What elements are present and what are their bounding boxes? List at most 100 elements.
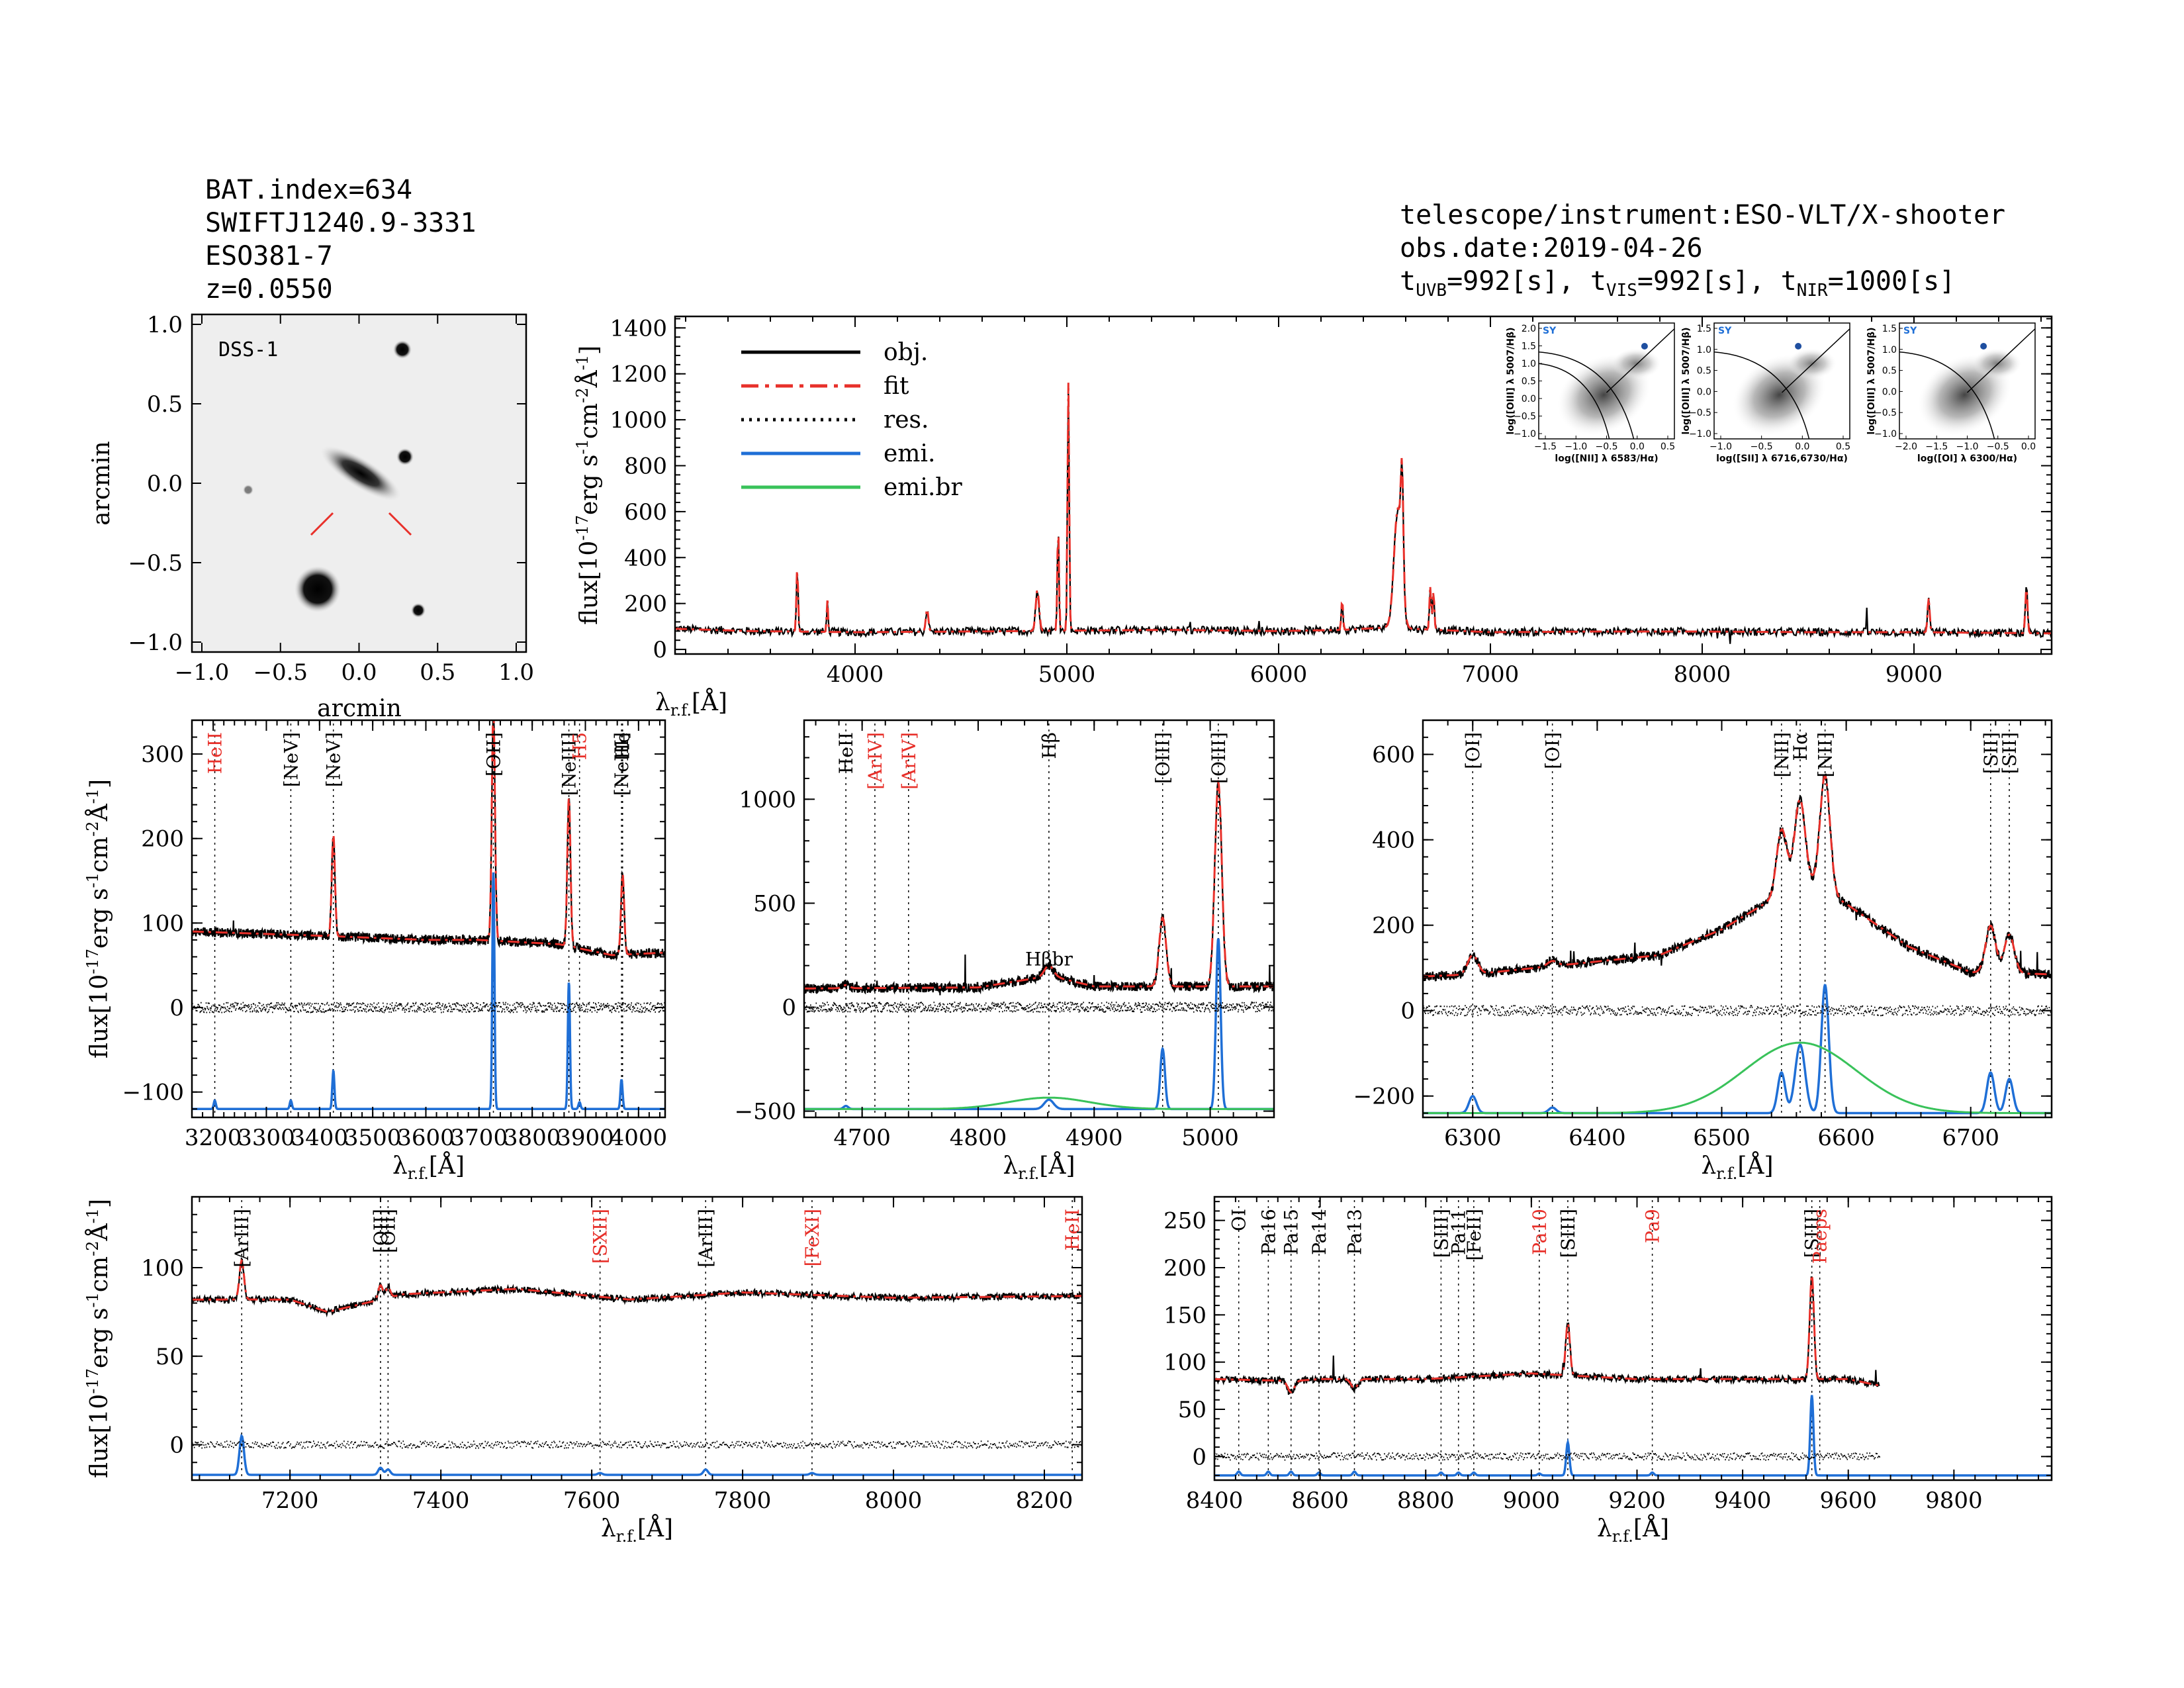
red2-marker-label: Paeps: [1809, 1209, 1831, 1264]
red1-fit-series: [192, 1258, 1082, 1313]
red1-marker-label: [OII]: [377, 1209, 399, 1253]
red2-ytick-label: 100: [1163, 1350, 1206, 1376]
dss-axis: −1.0 −0.5 0.0 0.5 1.0 1.0 0.5 0.0 −0.5 −1.0: [128, 312, 534, 686]
red2-ytick-label: 50: [1178, 1397, 1206, 1423]
uv-xlabel: λr.f.[Å]: [392, 1152, 465, 1183]
bpt-ytick-label: −0.5: [1874, 408, 1897, 418]
ha-marker-label: [SII]: [1999, 732, 2021, 774]
ha-marker-label: [SII]: [1980, 732, 2002, 774]
ha-broad-emission-series: [1423, 1041, 2052, 1114]
hb-broad-annotation: Hβbr: [1025, 949, 1073, 970]
bpt-ytick-label: −1.0: [1874, 429, 1897, 440]
red2-xtick-label: 8600: [1291, 1487, 1349, 1514]
uv-ylabel: flux[10-17erg s-1cm-2Å-1]: [83, 779, 113, 1058]
red2-marker-label: Pa9: [1642, 1209, 1664, 1243]
dss-ylabel: arcmin: [88, 441, 115, 526]
ha-ytick-label: 0: [1400, 998, 1415, 1025]
red2-xtick-label: 9800: [1925, 1487, 1983, 1514]
uv-xtick-label: 3200: [185, 1125, 242, 1151]
red2-marker-label: [SIII]: [1430, 1209, 1452, 1258]
legend-res-label: res.: [884, 406, 929, 434]
red2-ytick-label: 0: [1192, 1444, 1206, 1470]
bpt-xtick-label: −2.0: [1895, 442, 1917, 452]
bpt-ytick-label: −1.0: [1689, 429, 1711, 440]
ha-xtick-label: 6300: [1444, 1125, 1502, 1151]
bpt-xlabel: log([NII] λ 6583/Hα): [1555, 453, 1658, 464]
halpha-zoom-panel: [OI] [OI] [NII]Hα [NII] [SII][SII] 6300 6400 65…: [1353, 719, 2053, 1183]
red1-marker-label: [OII]: [370, 1209, 392, 1253]
bpt-xtick-label: 0.0: [1630, 442, 1645, 452]
bright-star: [295, 566, 341, 612]
dss-ytick-label: 1.0: [147, 312, 183, 338]
red2-fit-series: [1214, 1275, 1880, 1393]
swift-id: SWIFTJ1240.9-3331: [205, 208, 477, 238]
bpt-target-point: [1980, 343, 1987, 350]
uv-zoom-panel: HeII [NeV] [NeV] [OII] [NeIII]H5 [NeIII]He320…: [83, 719, 667, 1183]
ha-ytick-label: 400: [1372, 827, 1415, 854]
hb-fit-series: [804, 779, 1274, 990]
red2-marker-label: Pa14: [1308, 1209, 1330, 1255]
bpt-seyfert-liner-line: [1606, 328, 1675, 393]
ha-fit-series: [1423, 774, 2052, 978]
bpt-xtick-label: −1.0: [1565, 442, 1587, 452]
hb-xtick-label: 4800: [950, 1125, 1007, 1151]
bpt-target-point: [1795, 343, 1802, 350]
galaxy-name: ESO381-7: [205, 241, 333, 271]
uv-xtick-label: 3600: [397, 1125, 455, 1151]
bpt-ytick-label: 0.0: [1522, 394, 1536, 404]
full-ytick-label: 0: [653, 637, 667, 663]
bpt-xtick-label: 0.5: [1661, 442, 1675, 452]
ha-xtick-label: 6700: [1942, 1125, 1999, 1151]
full-ylabel: flux[10-17erg s-1cm-2Å-1]: [573, 346, 603, 625]
red1-xtick-label: 7200: [261, 1487, 319, 1514]
dss-xtick-label: −0.5: [253, 659, 308, 686]
red1-residual-series: [192, 1440, 1082, 1449]
position-marker-right: [388, 512, 412, 536]
red1-ytick-label: 100: [141, 1255, 184, 1282]
ha-plot-area: [1423, 724, 2052, 1117]
bpt-xtick-label: 0.5: [1836, 442, 1850, 452]
red1-marker-label: HeII: [1062, 1209, 1083, 1250]
bpt-ylabel: log([OIII] λ 5007/Hβ): [1866, 328, 1877, 435]
hb-marker-label: [ArIV]: [864, 732, 886, 790]
red2-marker-label: [FeII]: [1463, 1209, 1485, 1260]
red1-xtick-label: 8000: [865, 1487, 923, 1514]
legend-emi-label: emi.: [884, 440, 935, 467]
full-ytick-label: 1400: [610, 315, 667, 342]
bpt-ytick-label: 1.5: [1522, 342, 1536, 352]
legend-fit-label: fit: [884, 373, 909, 400]
full-ytick-label: 200: [624, 591, 667, 618]
hb-marker-label: Hβ: [1038, 732, 1060, 759]
uv-marker-label: [NeIII]: [559, 732, 580, 796]
hb-marker-label: HeII: [835, 732, 857, 774]
red2-marker-label: Pa15: [1281, 1209, 1302, 1255]
red2-xtick-label: 9400: [1714, 1487, 1772, 1514]
hb-xlabel: λr.f.[Å]: [1003, 1152, 1075, 1183]
red2-emission-series: [1214, 1395, 2052, 1477]
dss-ytick-label: 0.0: [147, 471, 183, 497]
bpt-ytick-label: 0.0: [1882, 387, 1897, 397]
red2-xlabel: λr.f.[Å]: [1597, 1515, 1669, 1546]
bpt-tag: SY: [1543, 326, 1557, 336]
header-right: telescope/instrument:ESO-VLT/X-shooter o…: [1400, 199, 2005, 307]
red1-ylabel: flux[10-17erg s-1cm-2Å-1]: [83, 1199, 113, 1478]
dss-xlabel: arcmin: [317, 695, 402, 722]
red1-xtick-label: 8200: [1016, 1487, 1073, 1514]
ha-marker-label: [NII]: [1815, 732, 1837, 777]
hb-frame: [803, 719, 1275, 1119]
full-ytick-label: 1000: [610, 407, 667, 434]
uv-xtick-label: 3800: [504, 1125, 561, 1151]
bpt-diagrams: SY−1.5 −1.0 −0.5 0.0 0.52.01.51.00.50.0−0.5−…: [1506, 322, 2036, 464]
uv-fit-series: [192, 720, 665, 957]
full-spectrum-panel: 4000 5000 6000 7000 8000 9000 0 200 400 600 800 100…: [573, 315, 2053, 720]
uv-ytick-label: 200: [141, 826, 184, 853]
dss-image-panel: DSS-1 −1.0 −0.5 0.0 0.5 1.01.00.50.0−0.5−1.0…: [88, 312, 534, 722]
uv-ytick-label: 0: [169, 995, 184, 1021]
dss-tag: DSS-1: [218, 338, 278, 361]
ha-xtick-label: 6600: [1817, 1125, 1875, 1151]
uv-marker-label: HeII: [205, 732, 226, 774]
star: [411, 603, 426, 618]
bpt-seyfert-liner-line: [1966, 328, 2036, 393]
ha-marker-label: Hα: [1790, 732, 1811, 761]
